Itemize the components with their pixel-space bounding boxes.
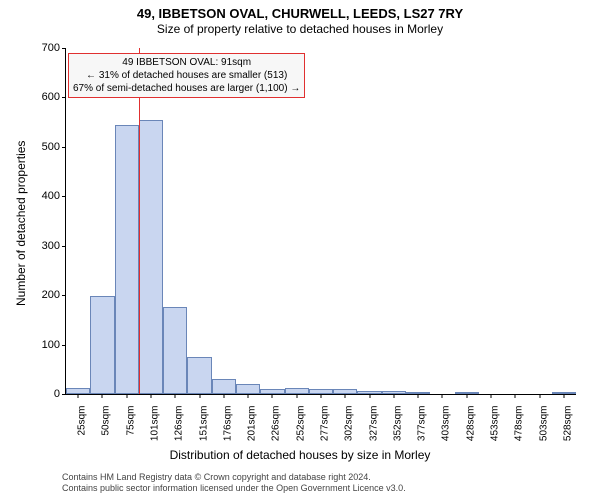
chart-title: 49, IBBETSON OVAL, CHURWELL, LEEDS, LS27… bbox=[0, 6, 600, 21]
histogram-bar bbox=[187, 357, 211, 394]
xtick-label: 25sqm bbox=[77, 406, 88, 436]
xtick-mark bbox=[393, 394, 394, 398]
xtick-mark bbox=[248, 394, 249, 398]
footer-line: Contains HM Land Registry data © Crown c… bbox=[62, 472, 406, 483]
histogram-bar bbox=[139, 120, 163, 394]
callout-line: 67% of semi-detached houses are larger (… bbox=[73, 82, 300, 95]
property-callout: 49 IBBETSON OVAL: 91sqm← 31% of detached… bbox=[68, 53, 305, 98]
xtick-label: 252sqm bbox=[295, 406, 306, 442]
xtick-mark bbox=[345, 394, 346, 398]
xtick-label: 528sqm bbox=[562, 406, 573, 442]
xtick-label: 126sqm bbox=[174, 406, 185, 442]
xtick-mark bbox=[539, 394, 540, 398]
histogram-bar bbox=[236, 384, 260, 394]
chart-subtitle: Size of property relative to detached ho… bbox=[0, 22, 600, 36]
xtick-label: 277sqm bbox=[320, 406, 331, 442]
ytick-label: 600 bbox=[42, 91, 66, 103]
xtick-label: 352sqm bbox=[392, 406, 403, 442]
chart-container: { "title_main": "49, IBBETSON OVAL, CHUR… bbox=[0, 0, 600, 500]
histogram-bar bbox=[406, 392, 430, 394]
x-axis-label: Distribution of detached houses by size … bbox=[0, 448, 600, 462]
xtick-label: 50sqm bbox=[101, 406, 112, 436]
ytick-label: 400 bbox=[42, 190, 66, 202]
attribution-footer: Contains HM Land Registry data © Crown c… bbox=[62, 472, 406, 495]
xtick-mark bbox=[369, 394, 370, 398]
histogram-bar bbox=[163, 307, 187, 394]
histogram-bar bbox=[455, 392, 479, 394]
histogram-bar bbox=[552, 392, 576, 394]
xtick-mark bbox=[175, 394, 176, 398]
histogram-bar bbox=[115, 125, 139, 394]
histogram-bar bbox=[333, 389, 357, 394]
xtick-label: 403sqm bbox=[441, 406, 452, 442]
xtick-label: 176sqm bbox=[222, 406, 233, 442]
xtick-label: 428sqm bbox=[465, 406, 476, 442]
xtick-mark bbox=[442, 394, 443, 398]
xtick-mark bbox=[321, 394, 322, 398]
xtick-label: 453sqm bbox=[490, 406, 501, 442]
histogram-bar bbox=[285, 388, 309, 394]
xtick-label: 75sqm bbox=[125, 406, 136, 436]
y-axis-label: Number of detached properties bbox=[14, 141, 28, 306]
callout-line: 49 IBBETSON OVAL: 91sqm bbox=[73, 56, 300, 69]
ytick-label: 100 bbox=[42, 339, 66, 351]
footer-line: Contains public sector information licen… bbox=[62, 483, 406, 494]
ytick-label: 0 bbox=[54, 388, 66, 400]
histogram-bar bbox=[260, 389, 284, 394]
xtick-label: 201sqm bbox=[247, 406, 258, 442]
xtick-label: 101sqm bbox=[150, 406, 161, 442]
callout-line: ← 31% of detached houses are smaller (51… bbox=[73, 69, 300, 82]
xtick-mark bbox=[296, 394, 297, 398]
xtick-mark bbox=[272, 394, 273, 398]
xtick-label: 302sqm bbox=[344, 406, 355, 442]
ytick-label: 300 bbox=[42, 240, 66, 252]
plot-area: 010020030040050060070025sqm50sqm75sqm101… bbox=[65, 48, 576, 395]
property-marker-line bbox=[139, 48, 140, 394]
histogram-bar bbox=[212, 379, 236, 394]
xtick-mark bbox=[418, 394, 419, 398]
xtick-mark bbox=[126, 394, 127, 398]
xtick-mark bbox=[223, 394, 224, 398]
xtick-label: 503sqm bbox=[538, 406, 549, 442]
xtick-label: 478sqm bbox=[514, 406, 525, 442]
histogram-bar bbox=[309, 389, 333, 394]
xtick-mark bbox=[466, 394, 467, 398]
xtick-mark bbox=[563, 394, 564, 398]
ytick-label: 700 bbox=[42, 42, 66, 54]
xtick-label: 327sqm bbox=[368, 406, 379, 442]
xtick-label: 377sqm bbox=[417, 406, 428, 442]
xtick-mark bbox=[78, 394, 79, 398]
ytick-label: 500 bbox=[42, 141, 66, 153]
xtick-label: 226sqm bbox=[271, 406, 282, 442]
ytick-label: 200 bbox=[42, 289, 66, 301]
xtick-mark bbox=[151, 394, 152, 398]
histogram-bar bbox=[382, 391, 406, 394]
xtick-label: 151sqm bbox=[198, 406, 209, 442]
xtick-mark bbox=[491, 394, 492, 398]
xtick-mark bbox=[199, 394, 200, 398]
histogram-bar bbox=[66, 388, 90, 394]
xtick-mark bbox=[515, 394, 516, 398]
histogram-bar bbox=[90, 296, 114, 394]
xtick-mark bbox=[102, 394, 103, 398]
histogram-bar bbox=[357, 391, 381, 394]
